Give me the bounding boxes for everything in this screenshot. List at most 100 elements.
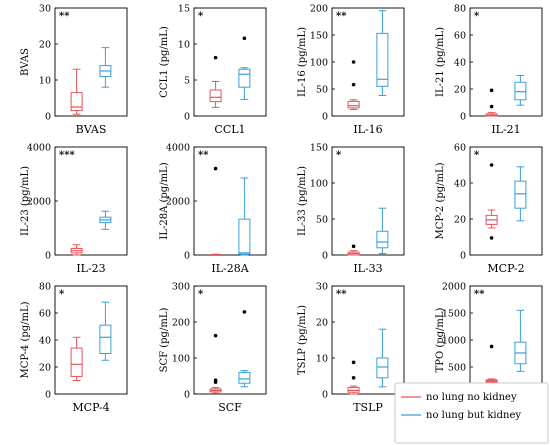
box-no-lung-no-kidney [70,336,83,381]
y-tick-label: 0 [45,389,51,400]
x-axis-label: SCF [218,401,242,414]
box-no-lung-no-kidney [70,68,83,115]
y-tick-label: 50 [316,84,328,95]
panel-mcp-4: 0 20 40 60 80 MCP-4 (pg/mL) MCP-4 * [20,281,128,414]
box-no-lung-but-kidney [376,207,389,255]
y-tick-label: 150 [310,142,328,153]
box-no-lung-no-kidney [347,60,360,111]
iqr-box [376,32,389,87]
box-no-lung-but-kidney [99,47,112,88]
plot-frame [469,285,543,395]
y-tick-label: 20 [454,214,466,225]
y-tick-label: 200 [172,317,190,328]
box-no-lung-but-kidney [376,10,389,96]
y-axis-label: IL-28A (pg/mL) [159,162,170,239]
panel-scf: 0 100 200 300 SCF (pg/mL) SCF * [159,281,267,414]
box-no-lung-no-kidney [209,333,222,394]
significance-marker: * [198,11,204,22]
plot-frame [331,285,405,395]
y-tick-label: 20 [39,362,51,373]
y-tick-label: 1500 [442,308,466,319]
y-tick-label: 60 [454,142,466,153]
y-tick-label: 0 [184,389,190,400]
outlier-point [489,344,494,349]
panel-il-33: 0 50 100 150 IL-33 (pg/mL) IL-33 * [297,142,405,275]
y-tick-label: 20 [39,39,51,50]
y-tick-label: 4000 [166,142,190,153]
y-axis-label: MCP-4 (pg/mL) [20,301,31,378]
y-axis-label: SCF (pg/mL) [159,308,170,373]
y-tick-label: 50 [316,214,328,225]
significance-marker: *** [59,150,75,161]
significance-marker: * [198,289,204,300]
iqr-box [514,180,527,209]
outlier-point [351,376,356,380]
y-tick-label: 60 [39,308,51,319]
y-tick-label: 40 [454,178,466,189]
outlier-point [351,244,356,249]
box-no-lung-no-kidney [347,360,360,395]
y-tick-label: 80 [454,3,466,14]
panel-il-28a: 0 2000 4000 IL-28A (pg/mL) IL-28A ** [159,142,267,275]
panel-bvas: 0 10 20 30 BVAS BVAS ** [20,3,128,136]
panel-mcp-2: 0 20 40 60 MCP-2 (pg/mL) MCP-2 * [435,142,543,275]
plot-frame [331,146,405,256]
y-tick-label: 150 [310,30,328,41]
plot-frame [54,7,128,117]
panel-il-16: 0 50 100 150 200 IL-16 (pg/mL) IL-16 ** [297,3,405,136]
box-no-lung-no-kidney [209,166,222,256]
outlier-point [213,378,218,383]
outlier-point [242,36,247,41]
iqr-box [238,68,251,88]
y-tick-label: 10 [316,353,328,364]
box-no-lung-but-kidney [238,177,251,256]
x-axis-label: CCL1 [214,123,245,136]
plot-frame [54,146,128,256]
iqr-box [70,347,83,377]
y-tick-label: 20 [454,84,466,95]
outlier-point [351,82,356,87]
x-axis-label: MCP-4 [72,401,109,414]
y-tick-label: 0 [45,111,51,122]
x-axis-label: IL-33 [353,262,382,275]
iqr-box [514,81,527,101]
y-tick-label: 80 [39,281,51,292]
outlier-point [489,88,494,93]
plot-frame [54,285,128,395]
y-tick-label: 4000 [27,142,51,153]
iqr-box [70,92,83,112]
outlier-point [242,310,247,314]
iqr-box [376,357,389,379]
y-tick-label: 30 [39,3,51,14]
x-axis-label: MCP-2 [487,262,524,275]
x-axis-label: IL-21 [491,123,520,136]
y-tick-label: 40 [454,57,466,68]
legend-label-red: no lung no kidney [426,392,517,403]
iqr-box [376,230,389,249]
significance-marker: ** [474,289,485,300]
legend-frame [394,382,549,444]
y-tick-label: 0 [322,111,328,122]
significance-marker: * [474,11,480,22]
plot-frame [193,7,267,117]
panel-ccl1: 0 5 10 15 CCL1 (pg/mL) CCL1 * [159,3,267,136]
y-axis-label: IL-21 (pg/mL) [435,27,446,97]
y-axis-label: CCL1 (pg/mL) [159,26,170,98]
y-tick-label: 0 [322,250,328,261]
y-tick-label: 5 [184,75,190,86]
significance-marker: ** [198,150,209,161]
y-tick-label: 100 [172,353,190,364]
y-tick-label: 2000 [166,196,190,207]
plot-frame [193,285,267,395]
y-tick-label: 200 [310,3,328,14]
y-tick-label: 0 [184,250,190,261]
x-axis-label: IL-16 [353,123,382,136]
y-tick-label: 100 [310,178,328,189]
y-tick-label: 0 [322,389,328,400]
box-no-lung-but-kidney [99,210,112,230]
x-axis-label: BVAS [76,123,107,136]
box-no-lung-no-kidney [347,244,360,256]
outlier-point [489,163,494,167]
significance-marker: * [59,289,65,300]
